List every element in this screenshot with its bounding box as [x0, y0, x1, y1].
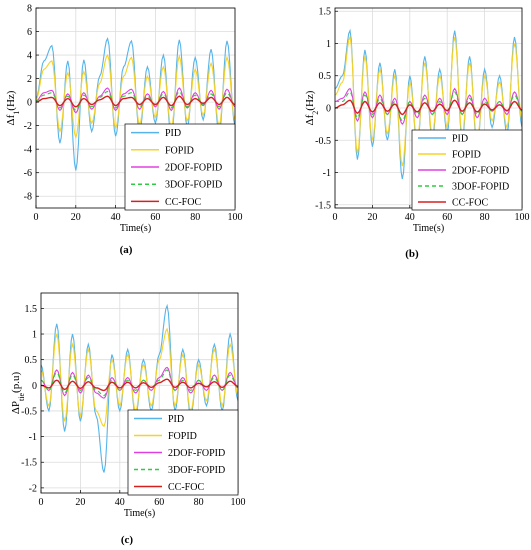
x-tick-label: 100 — [515, 212, 530, 223]
y-tick-label: 1 — [32, 330, 37, 341]
x-tick-label: 100 — [231, 497, 246, 508]
y-tick-label: -1.5 — [315, 200, 331, 211]
y-tick-label: 1.5 — [319, 7, 332, 18]
x-axis-label: Time(s) — [120, 223, 151, 234]
x-axis-label: Time(s) — [413, 223, 444, 234]
y-tick-label: 6 — [27, 27, 32, 38]
chart-panel-a: 0 20 40 60 80 100 -8 -6 -4 -2 0 2 4 6 8 Time(s) Δf1(Hz) P… — [5, 4, 243, 257]
series-line-fopid — [36, 53, 235, 140]
series-group — [335, 28, 522, 180]
panel-label: (c) — [121, 534, 134, 546]
x-tick-label: 80 — [190, 212, 200, 223]
series-line-3dof-fopid — [36, 90, 235, 112]
y-tick-label: 1.5 — [25, 304, 38, 315]
y-tick-label: -1 — [29, 432, 37, 443]
y-tick-label: -1 — [323, 168, 331, 179]
series-group — [36, 36, 235, 171]
legend: PID FOPID 2DOF-FOPID 3DOF-FOPID CC-FOC — [411, 129, 523, 211]
legend: PID FOPID 2DOF-FOPID 3DOF-FOPID CC-FOC — [124, 123, 236, 211]
series-line-cc-foc — [36, 95, 235, 108]
y-tick-label: 0 — [32, 381, 37, 392]
x-tick-label: 0 — [34, 212, 39, 223]
panel-label: (a) — [120, 244, 133, 256]
x-tick-label: 80 — [480, 212, 490, 223]
y-tick-label: 0 — [326, 104, 331, 115]
legend-label: 3DOF-FOPID — [168, 465, 225, 476]
legend-label: 3DOF-FOPID — [452, 182, 509, 193]
legend-label: PID — [168, 414, 184, 425]
y-tick-label: 1 — [326, 39, 331, 50]
legend: PID FOPID 2DOF-FOPID 3DOF-FOPID CC-FOC — [127, 409, 239, 496]
y-tick-label: 0.5 — [319, 71, 332, 82]
y-tick-label: -1.5 — [21, 458, 37, 469]
x-tick-label: 60 — [154, 497, 164, 508]
chart-panel-b: 0 20 40 60 80 100 -1.5 -1 -0.5 0 0.5 1 1.5 Time(s) Δf2… — [304, 7, 530, 260]
series-group — [41, 303, 238, 473]
y-tick-label: -6 — [24, 168, 32, 179]
series-line-2dof-fopid — [41, 366, 238, 399]
panel-label: (b) — [405, 248, 419, 260]
y-tick-label: 2 — [27, 74, 32, 85]
legend-label: CC-FOC — [452, 198, 488, 209]
y-tick-label: -0.5 — [21, 406, 37, 417]
x-axis-label: Time(s) — [124, 508, 155, 519]
y-tick-label: -8 — [24, 192, 32, 203]
y-axis-label: ΔPtie(p.u) — [10, 372, 26, 415]
legend-label: FOPID — [165, 145, 194, 156]
x-tick-label: 60 — [150, 212, 160, 223]
y-tick-label: -4 — [24, 145, 32, 156]
x-tick-label: 60 — [442, 212, 452, 223]
x-tick-label: 20 — [367, 212, 377, 223]
y-axis-label: Δf2(Hz) — [304, 90, 320, 125]
series-line-2dof-fopid — [36, 87, 235, 114]
x-tick-label: 0 — [39, 497, 44, 508]
legend-label: 2DOF-FOPID — [165, 163, 222, 174]
legend-label: 2DOF-FOPID — [452, 166, 509, 177]
series-line-cc-foc — [41, 378, 238, 392]
series-line-cc-foc — [335, 99, 522, 116]
y-tick-label: -0.5 — [315, 136, 331, 147]
y-tick-label: 0 — [27, 98, 32, 109]
legend-label: CC-FOC — [165, 197, 201, 208]
y-tick-label: -2 — [29, 483, 37, 494]
legend-label: FOPID — [168, 431, 197, 442]
x-tick-label: 40 — [115, 497, 125, 508]
y-tick-label: -2 — [24, 121, 32, 132]
x-tick-label: 40 — [111, 212, 121, 223]
x-tick-label: 20 — [71, 212, 81, 223]
x-tick-label: 40 — [405, 212, 415, 223]
legend-label: FOPID — [452, 150, 481, 161]
legend-label: PID — [452, 134, 468, 145]
legend-label: PID — [165, 128, 181, 139]
series-line-3dof-fopid — [335, 91, 522, 122]
y-tick-label: 8 — [27, 4, 32, 15]
series-line-fopid — [335, 34, 522, 167]
y-tick-label: 4 — [27, 51, 32, 62]
x-tick-label: 20 — [75, 497, 85, 508]
x-tick-label: 0 — [333, 212, 338, 223]
legend-label: 3DOF-FOPID — [165, 180, 222, 191]
legend-label: 2DOF-FOPID — [168, 448, 225, 459]
y-axis-label: Δf1(Hz) — [5, 90, 21, 125]
y-tick-label: 0.5 — [25, 355, 38, 366]
x-tick-label: 80 — [194, 497, 204, 508]
chart-panel-c: 0 20 40 60 80 100 -2 -1.5 -1 -0.5 0 0.5 1 1.5 Time(s) Δ… — [10, 292, 246, 546]
x-tick-label: 100 — [228, 212, 243, 223]
legend-label: CC-FOC — [168, 482, 204, 493]
